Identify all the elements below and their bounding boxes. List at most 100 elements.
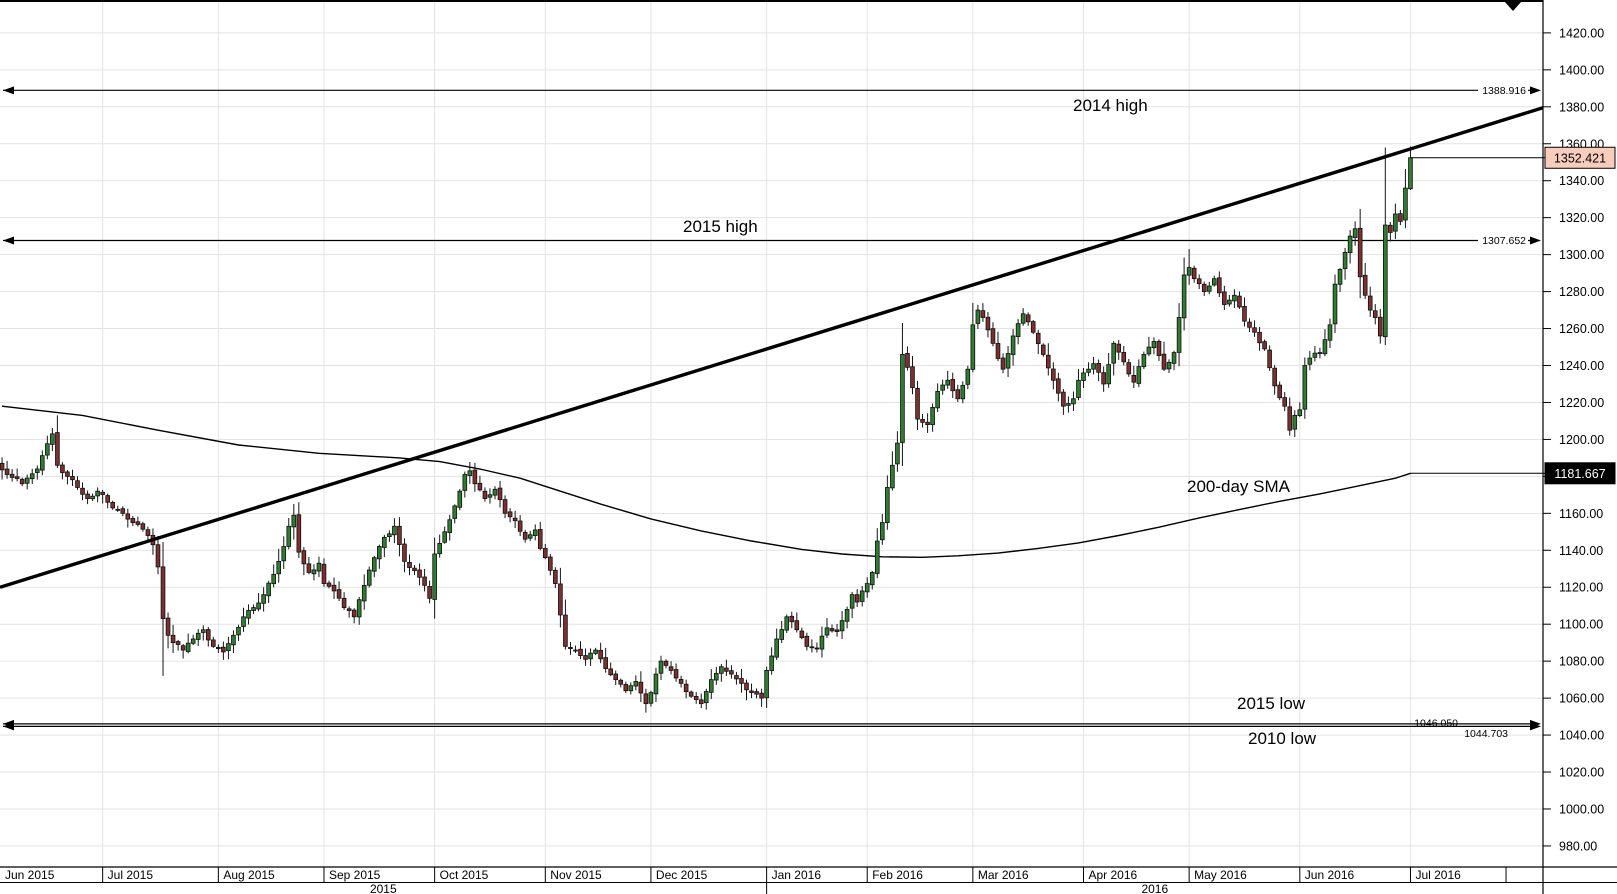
right-arrow-icon <box>1530 86 1541 95</box>
candle-body <box>286 525 292 547</box>
candle-body <box>714 672 719 681</box>
candle-body <box>70 476 75 481</box>
sma-curve <box>2 405 1411 559</box>
y-tick-label: 1240.00 <box>1559 359 1604 373</box>
candle-body <box>1086 368 1091 373</box>
candle-body <box>693 695 699 700</box>
ascending-trendline[interactable] <box>0 106 1543 589</box>
candle-body <box>784 616 790 631</box>
candle-body <box>543 548 548 559</box>
candle-body <box>397 525 402 545</box>
candle-body <box>346 608 352 611</box>
candle-body <box>537 529 543 549</box>
candle-body <box>668 666 674 671</box>
annotation-200-day-sma: 200-day SMA <box>1187 477 1291 496</box>
candle-body <box>1136 366 1142 384</box>
y-tick-label: 1200.00 <box>1559 433 1604 447</box>
candle-body <box>925 421 930 426</box>
candle-body <box>175 641 181 645</box>
price-marker-boxes: 1352.421 1181.667 <box>1544 146 1616 485</box>
candle-body <box>417 569 422 578</box>
candle-body <box>351 609 357 618</box>
candle-body <box>708 679 714 693</box>
candle-body <box>864 583 870 593</box>
candle-body <box>1287 406 1293 431</box>
candle-body <box>1035 332 1041 345</box>
candle-body <box>356 599 362 618</box>
month-label: Apr 2016 <box>1089 868 1138 882</box>
candle-body <box>673 669 679 679</box>
candle-body <box>910 366 915 389</box>
candle-body <box>371 557 377 572</box>
candle-body <box>859 590 865 602</box>
level-label-bg <box>1478 233 1528 248</box>
candle-body <box>467 470 473 476</box>
candle-body <box>885 487 890 523</box>
candle-body <box>1367 295 1373 311</box>
candle-body <box>598 649 603 660</box>
candle-body <box>603 657 608 669</box>
candle-body <box>1307 357 1313 365</box>
time-axis[interactable]: Jun 2015 Jul 2015 Aug 2015 Sep 2015 Oct 2015… <box>0 866 1617 894</box>
month-label: Oct 2015 <box>440 868 489 882</box>
candle-body <box>85 493 90 499</box>
candle-body <box>1025 314 1031 323</box>
candle-body <box>246 610 251 619</box>
y-tick-label: 1300.00 <box>1559 248 1604 262</box>
candle-body <box>1015 323 1021 337</box>
candle-body <box>1066 403 1071 406</box>
candle-body <box>578 648 583 656</box>
candle-body <box>895 442 900 465</box>
candle-body <box>1403 187 1408 221</box>
trendline[interactable] <box>0 106 1543 589</box>
candle-body <box>50 433 55 445</box>
candle-body <box>321 563 327 584</box>
candle-body <box>502 499 508 514</box>
sma-value-box <box>1544 462 1616 485</box>
right-arrow-icon <box>1530 236 1541 245</box>
candle-body <box>40 455 45 471</box>
level-value-label: 1046.050 <box>1414 717 1458 729</box>
candle-body <box>628 685 634 692</box>
candle-body <box>1156 340 1162 356</box>
month-label: Feb 2016 <box>872 868 923 882</box>
candle-body <box>568 646 573 649</box>
candle-body <box>276 560 282 575</box>
y-tick-label: 1120.00 <box>1559 581 1603 595</box>
candle-body <box>437 543 442 555</box>
candle-body <box>55 432 60 466</box>
candle-body <box>457 490 463 508</box>
candle-body <box>377 546 382 560</box>
candle-body <box>940 384 945 391</box>
y-tick-label: 1400.00 <box>1559 63 1604 77</box>
candle-body <box>1010 335 1016 355</box>
candle-body <box>271 573 276 585</box>
candle-body <box>764 669 769 699</box>
candle-body <box>75 480 80 488</box>
candle-body <box>915 388 920 420</box>
candle-body <box>1372 310 1378 318</box>
candle-body <box>1247 321 1252 328</box>
candle-body <box>1297 409 1303 417</box>
month-label: Jun 2016 <box>1305 868 1355 882</box>
candle-body <box>392 525 397 536</box>
candle-body <box>995 343 1001 359</box>
candle-body <box>1302 365 1308 410</box>
candle-body <box>1040 344 1046 355</box>
candle-body <box>905 353 910 368</box>
candle-body <box>1096 362 1101 373</box>
y-tick-label: 1220.00 <box>1559 396 1604 410</box>
candle-body <box>517 520 523 532</box>
candle-body <box>60 464 65 474</box>
candle-body <box>170 634 176 644</box>
candle-body <box>1257 331 1262 344</box>
candle-body <box>211 639 216 647</box>
candle-body <box>553 569 558 584</box>
candle-body <box>623 684 629 692</box>
candle-body <box>266 582 271 597</box>
candle-body <box>990 328 996 344</box>
candle-body <box>155 544 161 568</box>
candle-body <box>734 675 739 680</box>
